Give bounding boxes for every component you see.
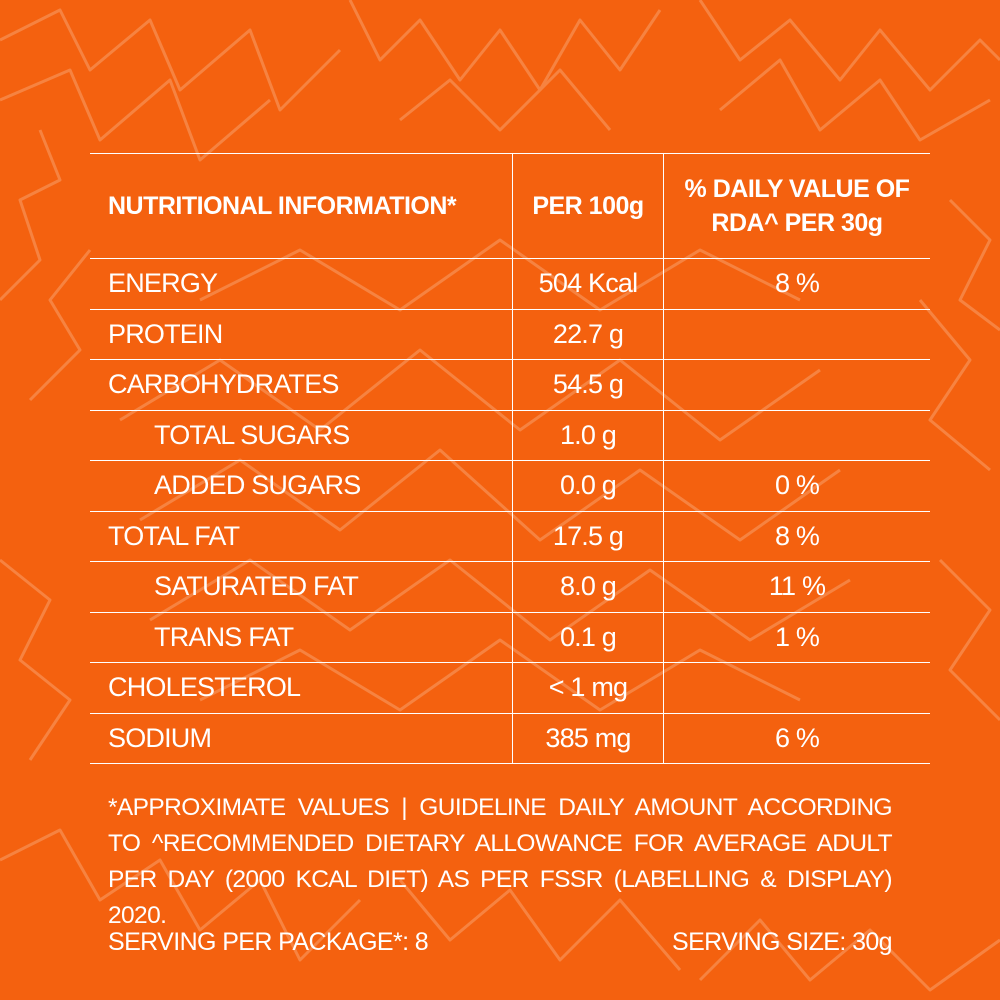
serving-per-package: SERVING PER PACKAGE*: 8 [108,928,429,956]
nutrient-name: PROTEIN [90,308,513,360]
per-100g-value: < 1 mg [512,662,664,714]
daily-value: 8 % [663,258,930,310]
table-row: PROTEIN 22.7 g [90,308,930,360]
header-daily-value: % DAILY VALUE OF RDA^ PER 30g [663,153,930,259]
header-daily-value-line2: RDA^ PER 30g [711,209,883,237]
table-row: ADDED SUGARS 0.0 g 0 % [90,460,930,512]
daily-value [663,359,930,411]
table-row: SATURATED FAT 8.0 g 11 % [90,561,930,613]
table-row: CHOLESTEROL < 1 mg [90,662,930,714]
header-daily-value-line1: % DAILY VALUE OF [684,175,910,203]
nutrient-name: TOTAL SUGARS [90,409,513,461]
nutrient-name: TOTAL FAT [90,510,513,562]
nutrient-name: SODIUM [90,712,513,764]
per-100g-value: 0.1 g [512,611,664,663]
footnote-text: *APPROXIMATE VALUES | GUIDELINE DAILY AM… [108,794,893,929]
per-100g-value: 0.0 g [512,460,664,512]
per-100g-value: 22.7 g [512,308,664,360]
table-row: SODIUM 385 mg 6 % [90,712,930,764]
daily-value [663,662,930,714]
per-100g-value: 17.5 g [512,510,664,562]
nutrient-name: ENERGY [90,258,513,310]
nutrient-name: CARBOHYDRATES [90,359,513,411]
per-100g-value: 8.0 g [512,561,664,613]
table-row: CARBOHYDRATES 54.5 g [90,359,930,411]
per-100g-value: 1.0 g [512,409,664,461]
table-row: TRANS FAT 0.1 g 1 % [90,611,930,663]
nutrient-name: TRANS FAT [90,611,513,663]
per-100g-value: 385 mg [512,712,664,764]
daily-value: 1 % [663,611,930,663]
nutrient-name: CHOLESTEROL [90,662,513,714]
daily-value: 8 % [663,510,930,562]
table-row: TOTAL SUGARS 1.0 g [90,409,930,461]
table-header-row: NUTRITIONAL INFORMATION* PER 100g % DAIL… [90,153,930,259]
daily-value [663,308,930,360]
daily-value: 0 % [663,460,930,512]
daily-value: 11 % [663,561,930,613]
nutrient-name: ADDED SUGARS [90,460,513,512]
nutrition-table: NUTRITIONAL INFORMATION* PER 100g % DAIL… [90,153,930,764]
daily-value [663,409,930,461]
per-100g-value: 54.5 g [512,359,664,411]
header-per-100g: PER 100g [512,153,664,259]
table-row: ENERGY 504 Kcal 8 % [90,258,930,310]
table-row: TOTAL FAT 17.5 g 8 % [90,510,930,562]
serving-size: SERVING SIZE: 30g [672,928,893,956]
per-100g-value: 504 Kcal [512,258,664,310]
nutrient-name: SATURATED FAT [90,561,513,613]
daily-value: 6 % [663,712,930,764]
header-nutrient: NUTRITIONAL INFORMATION* [90,153,513,259]
